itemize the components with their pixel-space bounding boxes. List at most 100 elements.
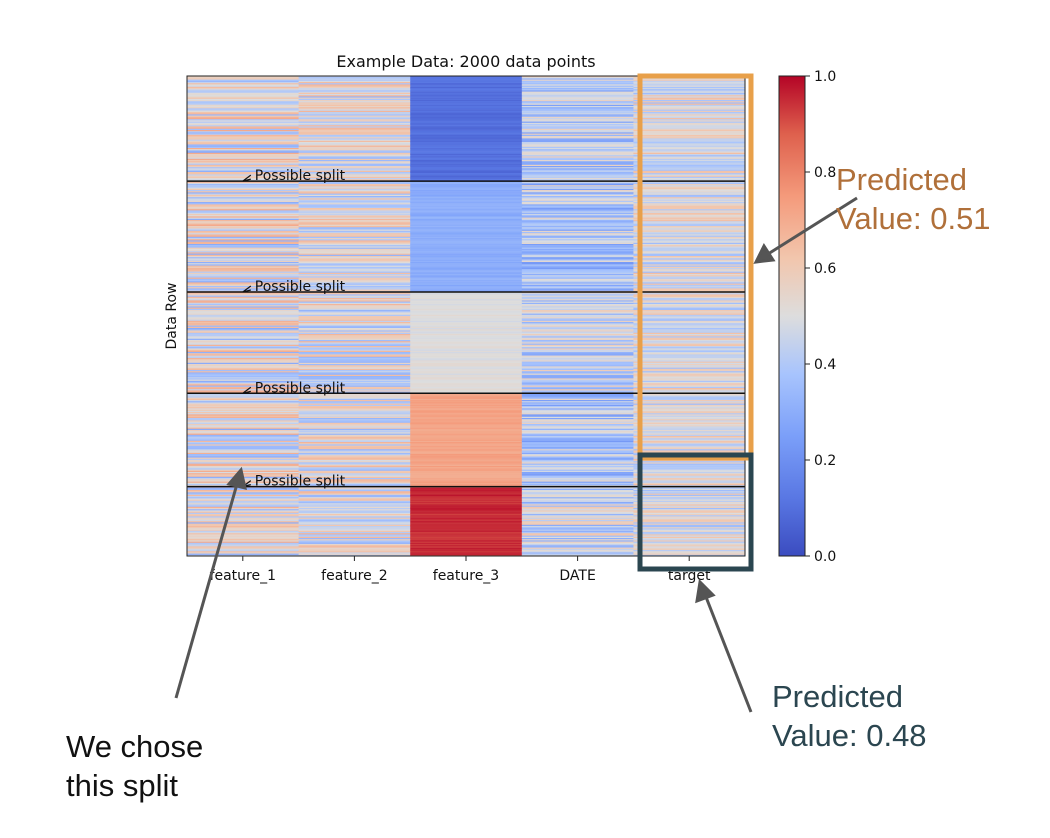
heatmap-cell: [187, 229, 300, 232]
chose-split-note: We chose this split: [66, 727, 203, 805]
heatmap-cell: [298, 136, 411, 138]
heatmap-cell: [521, 421, 634, 424]
heatmap-cell: [187, 398, 300, 401]
heatmap-cell: [187, 232, 300, 234]
heatmap-cell: [521, 300, 634, 302]
heatmap-cell: [633, 331, 745, 334]
heatmap-cell: [410, 98, 523, 101]
heatmap-cell: [298, 305, 411, 307]
heatmap-cell: [521, 247, 634, 250]
heatmap-cell: [410, 317, 523, 319]
heatmap-cell: [298, 410, 411, 413]
heatmap-cell: [633, 469, 745, 472]
heatmap-cell: [633, 320, 745, 323]
heatmap-cell: [298, 547, 411, 550]
heatmap-cell: [298, 527, 411, 529]
heatmap-cell: [187, 514, 300, 516]
heatmap-cell: [298, 502, 411, 504]
heatmap-cell: [298, 432, 411, 434]
heatmap-cell: [633, 516, 745, 518]
heatmap-cell: [633, 324, 745, 326]
heatmap-cell: [633, 451, 745, 454]
heatmap-cell: [187, 228, 300, 230]
heatmap-cell: [298, 268, 411, 270]
heatmap-cell: [633, 544, 745, 546]
heatmap-cell: [521, 184, 634, 186]
heatmap-cell: [187, 523, 300, 526]
heatmap-cell: [633, 480, 745, 482]
heatmap-cell: [298, 277, 411, 280]
heatmap-cell: [633, 307, 745, 310]
heatmap-cell: [633, 216, 745, 218]
heatmap-cell: [187, 322, 300, 324]
heatmap-cell: [633, 421, 745, 424]
heatmap-cell: [187, 386, 300, 389]
heatmap-cell: [298, 263, 411, 265]
heatmap-cell: [633, 545, 745, 547]
heatmap-cell: [633, 145, 745, 148]
heatmap-cell: [298, 115, 411, 118]
heatmap-cell: [410, 193, 523, 196]
heatmap-cell: [187, 384, 300, 386]
heatmap-cell: [298, 276, 411, 278]
heatmap-cell: [521, 307, 634, 310]
heatmap-cell: [187, 310, 300, 312]
heatmap-cell: [633, 408, 745, 410]
heatmap-cell: [521, 512, 634, 515]
heatmap-cell: [410, 408, 523, 410]
heatmap-cell: [633, 90, 745, 92]
heatmap-cell: [187, 551, 300, 553]
heatmap-cell: [410, 418, 523, 420]
heatmap-cell: [521, 301, 634, 304]
heatmap-cell: [187, 269, 300, 271]
heatmap-cell: [521, 209, 634, 211]
heatmap-cell: [521, 242, 634, 245]
heatmap-cell: [410, 464, 523, 467]
heatmap-cell: [521, 131, 634, 133]
heatmap-cell: [633, 318, 745, 320]
heatmap-cell: [633, 253, 745, 256]
heatmap-cell: [298, 174, 411, 176]
heatmap-cell: [187, 494, 300, 497]
heatmap-cell: [521, 390, 634, 392]
heatmap-cell: [633, 89, 745, 91]
heatmap-cell: [633, 355, 745, 358]
heatmap-cell: [521, 515, 634, 517]
heatmap-cell: [521, 155, 634, 157]
heatmap-cell: [298, 444, 411, 446]
heatmap-cell: [298, 283, 411, 286]
heatmap-cell: [633, 517, 745, 520]
heatmap-cell: [521, 463, 634, 466]
heatmap-cell: [521, 410, 634, 413]
heatmap-cell: [633, 504, 745, 506]
heatmap-cell: [187, 365, 300, 367]
heatmap-cell: [187, 533, 300, 535]
heatmap-cell: [410, 360, 523, 362]
heatmap-cell: [410, 128, 523, 131]
heatmap-cell: [521, 539, 634, 541]
heatmap-cell: [410, 504, 523, 506]
heatmap-cell: [521, 302, 634, 305]
heatmap-cell: [187, 79, 300, 82]
heatmap-cell: [298, 530, 411, 533]
predicted-upper-line1: Predicted: [836, 162, 967, 197]
heatmap-cell: [521, 317, 634, 319]
heatmap-cell: [633, 401, 745, 403]
heatmap-cell: [187, 145, 300, 148]
annotation-arrow: [242, 174, 252, 182]
heatmap-cell: [633, 466, 745, 468]
heatmap-cell: [298, 355, 411, 358]
heatmap-cell: [187, 272, 300, 275]
heatmap-cell: [410, 104, 523, 107]
heatmap-cell: [187, 408, 300, 410]
heatmap-cell: [410, 88, 523, 90]
heatmap-cell: [187, 425, 300, 427]
heatmap-cell: [298, 130, 411, 132]
heatmap-cell: [521, 548, 634, 551]
heatmap-cell: [521, 101, 634, 103]
heatmap-cell: [187, 460, 300, 462]
heatmap-cell: [633, 133, 745, 136]
heatmap-cell: [633, 283, 745, 286]
heatmap-cell: [410, 427, 523, 430]
heatmap-cell: [633, 439, 745, 442]
